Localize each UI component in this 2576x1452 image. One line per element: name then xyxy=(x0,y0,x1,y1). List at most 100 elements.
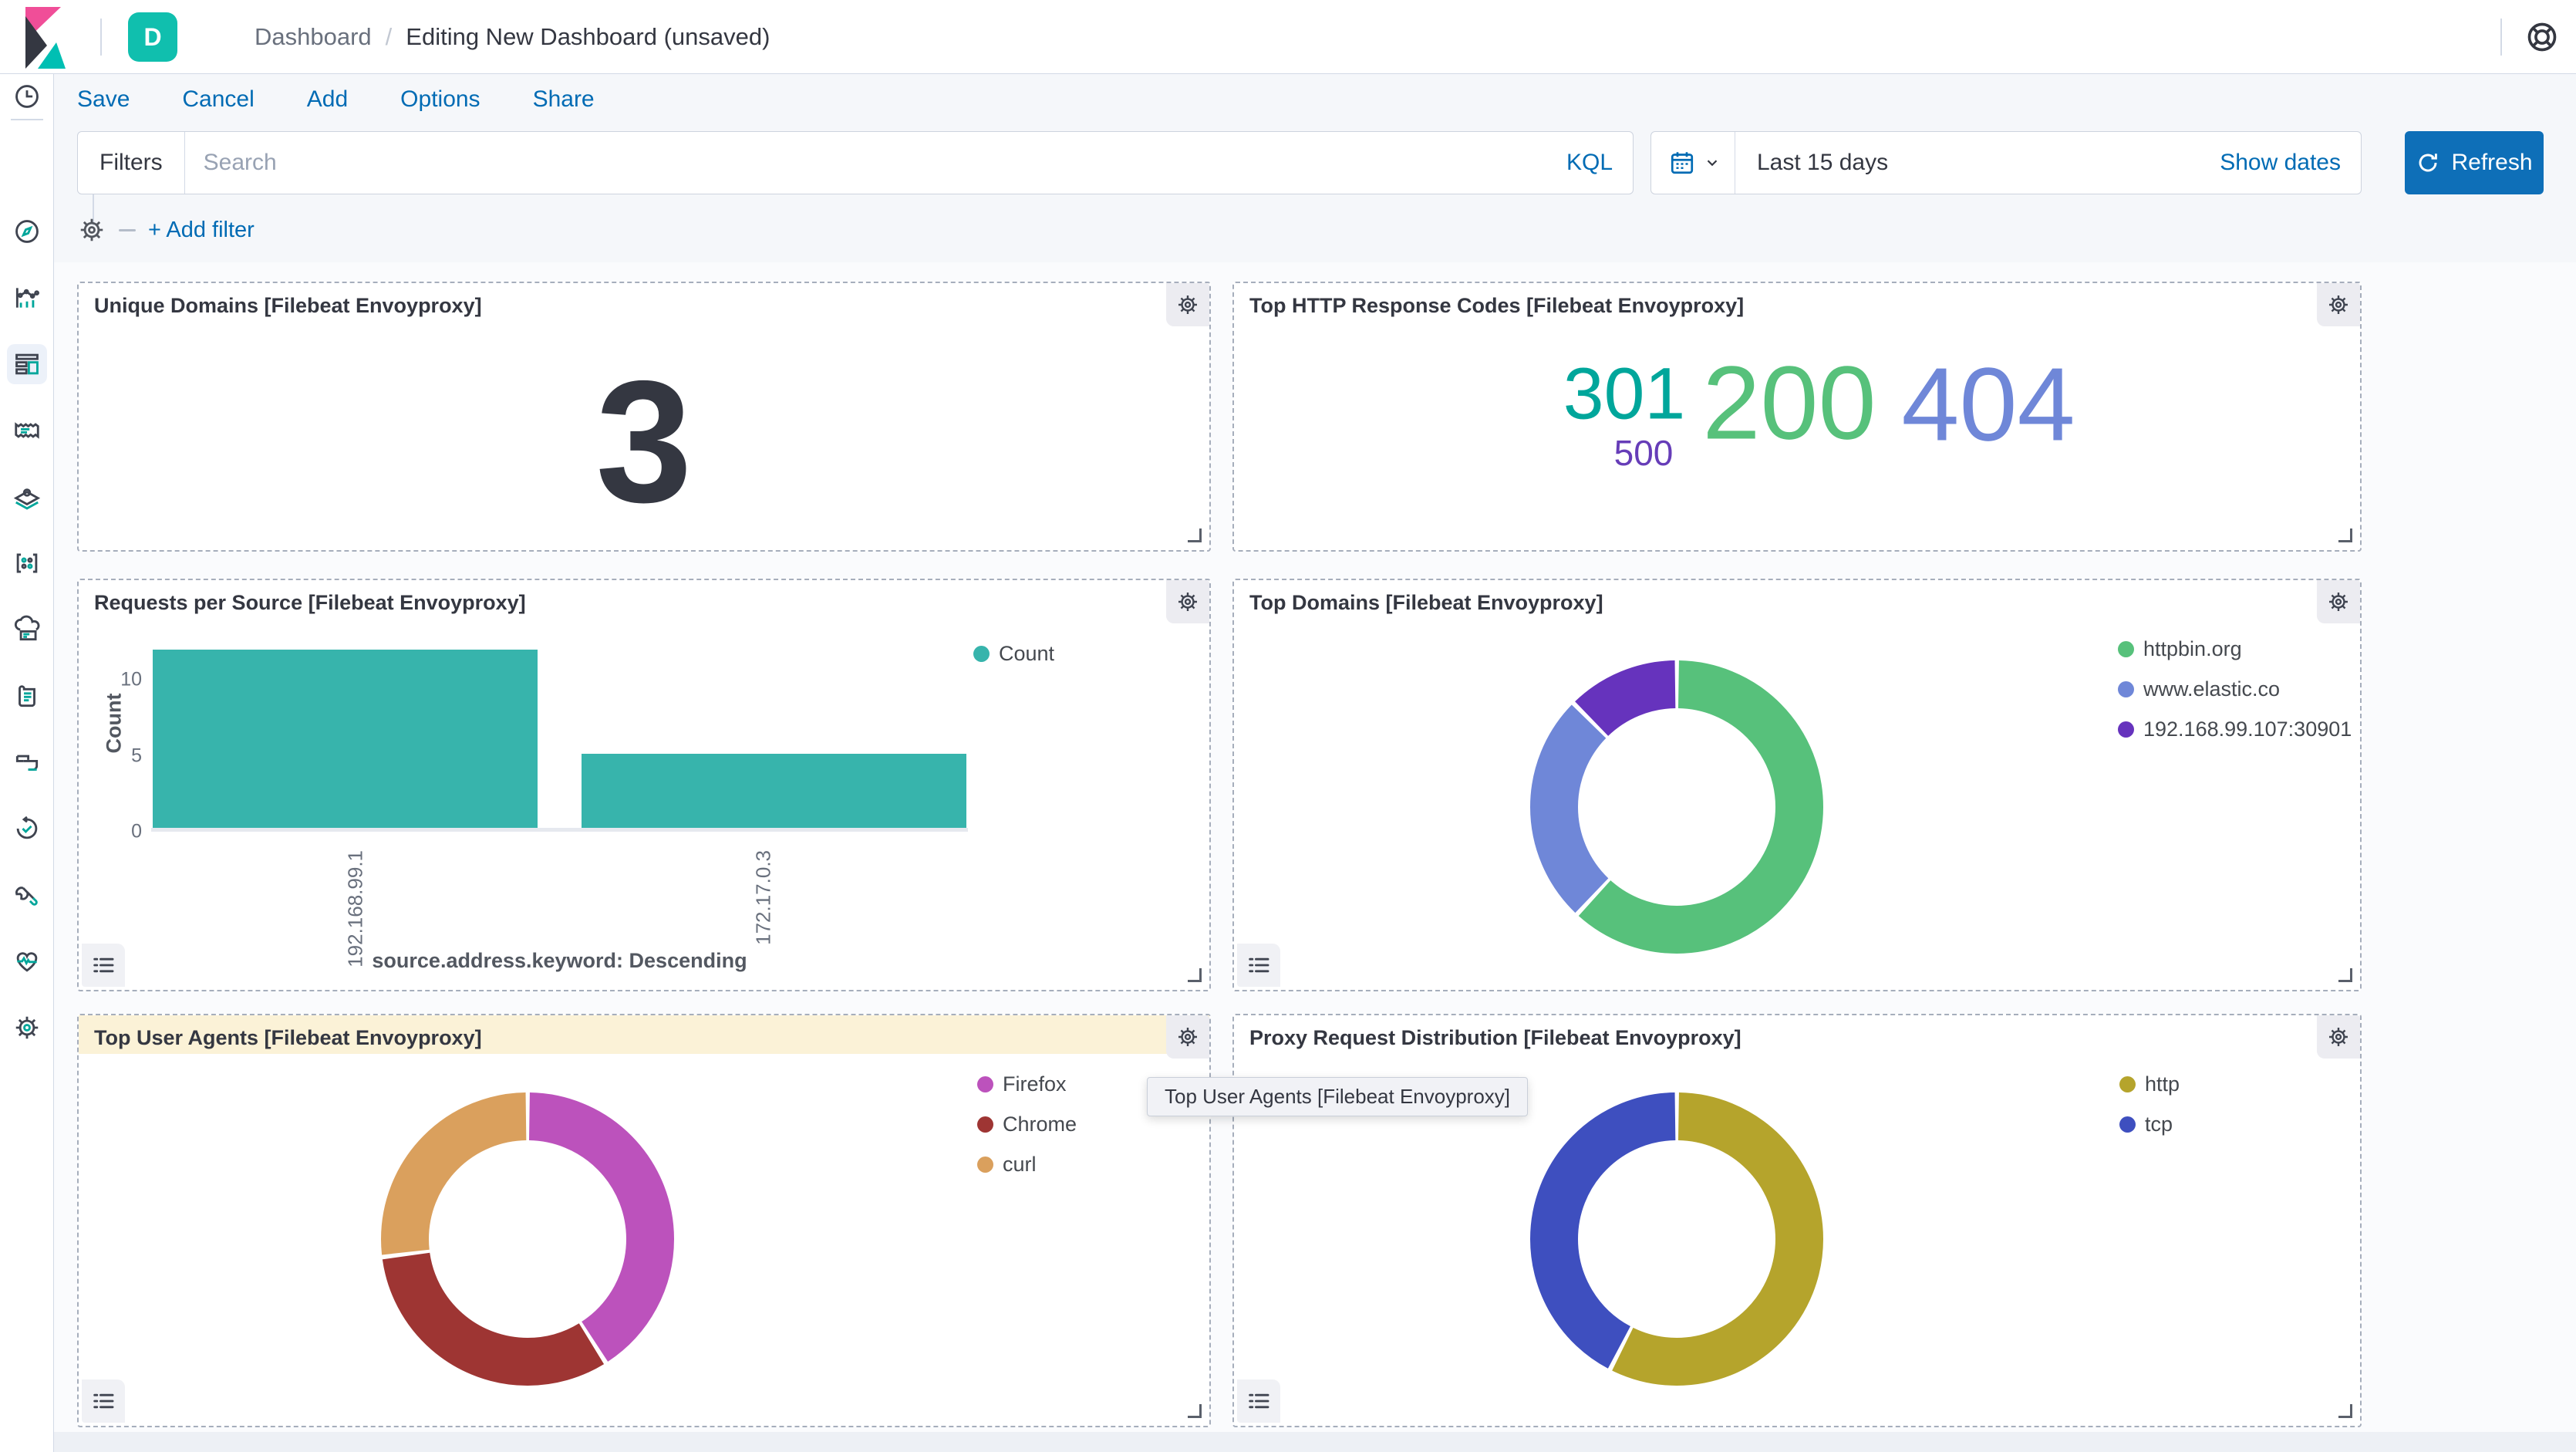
gear-icon xyxy=(2329,1028,2348,1046)
gear-icon xyxy=(2329,593,2348,611)
add-button[interactable]: Add xyxy=(306,86,349,112)
stack-monitoring-icon[interactable] xyxy=(7,941,47,981)
chevron-down-icon xyxy=(1707,160,1718,167)
bar-192.168.99.1[interactable] xyxy=(153,649,538,828)
header-divider-right xyxy=(2500,19,2502,56)
legend-item-Firefox[interactable]: Firefox xyxy=(977,1072,1077,1096)
cancel-button[interactable]: Cancel xyxy=(182,86,255,112)
breadcrumb-separator: / xyxy=(385,23,393,50)
donut-slice-httpbin.org[interactable] xyxy=(1530,660,1823,954)
panel-top-domains[interactable]: Top Domains [Filebeat Envoyproxy] httpbi… xyxy=(1232,579,2362,991)
donut-slice-http[interactable] xyxy=(1530,1092,1823,1386)
dev-tools-icon[interactable] xyxy=(7,875,47,915)
search-input[interactable] xyxy=(184,150,1546,176)
resize-handle[interactable] xyxy=(1188,528,1202,542)
gear-icon xyxy=(2329,295,2348,314)
x-axis-labels: 192.168.99.1 172.17.0.3 xyxy=(151,846,968,1000)
metric-value: 3 xyxy=(595,343,693,539)
donut-slice-tcp[interactable] xyxy=(1530,1092,1823,1386)
legend-toggle-button[interactable] xyxy=(1237,944,1280,987)
resize-handle[interactable] xyxy=(1188,968,1202,982)
panel-proxy-request-distribution[interactable]: Proxy Request Distribution [Filebeat Env… xyxy=(1232,1014,2362,1427)
panel-top-user-agents[interactable]: Top User Agents [Filebeat Envoyproxy] Fi… xyxy=(77,1014,1211,1427)
legend-item-www.elastic.co[interactable]: www.elastic.co xyxy=(2118,677,2352,701)
donut-chart-top-domains xyxy=(1530,660,1823,954)
resize-handle[interactable] xyxy=(2338,1404,2352,1418)
panel-options-button[interactable] xyxy=(2317,580,2360,623)
panel-options-button[interactable] xyxy=(1166,580,1209,623)
management-gear-icon[interactable] xyxy=(7,1008,47,1048)
filters-button[interactable]: Filters xyxy=(78,132,185,194)
panel-options-button[interactable] xyxy=(1166,1015,1209,1059)
legend-item-192.168.99.107:30901[interactable]: 192.168.99.107:30901 xyxy=(2118,718,2352,741)
kibana-logo-icon[interactable] xyxy=(15,7,76,73)
chart-legend: Count xyxy=(973,642,1054,666)
legend-item-curl[interactable]: curl xyxy=(977,1153,1077,1177)
bar-172.17.0.3[interactable] xyxy=(581,753,966,828)
panel-title: Top HTTP Response Codes [Filebeat Envoyp… xyxy=(1249,294,1745,317)
recently-viewed-clock-icon[interactable] xyxy=(7,76,47,116)
options-button[interactable]: Options xyxy=(400,86,480,112)
donut-slice-Firefox[interactable] xyxy=(381,1092,674,1386)
panel-requests-per-source[interactable]: Requests per Source [Filebeat Envoyproxy… xyxy=(77,579,1211,991)
nav-divider xyxy=(11,119,43,120)
help-lifebuoy-icon[interactable] xyxy=(2525,20,2559,58)
panel-drag-header[interactable] xyxy=(79,1015,1209,1054)
discover-compass-icon[interactable] xyxy=(7,211,47,252)
calendar-menu-button[interactable] xyxy=(1651,132,1735,194)
share-button[interactable]: Share xyxy=(532,86,595,112)
save-button[interactable]: Save xyxy=(77,86,130,112)
panel-options-button[interactable] xyxy=(2317,1015,2360,1059)
logs-icon[interactable] xyxy=(7,676,47,716)
panel-title: Unique Domains [Filebeat Envoyproxy] xyxy=(94,294,482,317)
donut-chart-top-user-agents xyxy=(381,1092,674,1386)
calendar-icon xyxy=(1671,152,1694,174)
legend-item-Count[interactable]: Count xyxy=(973,642,1054,666)
refresh-icon xyxy=(2419,154,2438,172)
legend-label: tcp xyxy=(2145,1113,2173,1136)
donut-slice-curl[interactable] xyxy=(381,1092,674,1386)
space-avatar[interactable]: D xyxy=(128,12,177,62)
tag-word-200[interactable]: 200 xyxy=(1702,344,1876,461)
filter-settings-gear-icon[interactable] xyxy=(77,215,106,245)
maps-icon[interactable] xyxy=(7,477,47,517)
show-dates-button[interactable]: Show dates xyxy=(2220,150,2341,175)
panel-options-button[interactable] xyxy=(1166,283,1209,326)
uptime-icon[interactable] xyxy=(7,809,47,849)
resize-handle[interactable] xyxy=(2338,528,2352,542)
panel-top-http-response-codes[interactable]: Top HTTP Response Codes [Filebeat Envoyp… xyxy=(1232,282,2362,552)
donut-slice-www.elastic.co[interactable] xyxy=(1530,660,1823,954)
metrics-icon[interactable] xyxy=(7,610,47,650)
resize-handle[interactable] xyxy=(2338,968,2352,982)
canvas-icon[interactable] xyxy=(7,410,47,451)
refresh-button[interactable]: Refresh xyxy=(2405,131,2544,194)
legend-toggle-button[interactable] xyxy=(1237,1379,1280,1423)
visualize-chart-icon[interactable] xyxy=(7,278,47,318)
kql-language-button[interactable]: KQL xyxy=(1566,150,1613,175)
add-filter-button[interactable]: + Add filter xyxy=(148,217,255,242)
apm-icon[interactable] xyxy=(7,742,47,782)
y-tick-5: 5 xyxy=(131,745,142,767)
panel-title-tooltip: Top User Agents [Filebeat Envoyproxy] xyxy=(1147,1077,1529,1116)
breadcrumb-dashboard[interactable]: Dashboard xyxy=(255,23,372,50)
tag-word-404[interactable]: 404 xyxy=(1901,346,2075,463)
legend-label: Chrome xyxy=(1003,1113,1077,1136)
time-range-value[interactable]: Last 15 days xyxy=(1757,150,1889,175)
dashboard-icon[interactable] xyxy=(7,344,47,384)
legend-item-httpbin.org[interactable]: httpbin.org xyxy=(2118,637,2352,661)
machine-learning-icon[interactable] xyxy=(7,543,47,583)
panel-unique-domains[interactable]: Unique Domains [Filebeat Envoyproxy] 3 xyxy=(77,282,1211,552)
list-icon xyxy=(1249,1393,1269,1409)
legend-item-http[interactable]: http xyxy=(2119,1072,2180,1096)
legend-item-tcp[interactable]: tcp xyxy=(2119,1113,2180,1136)
donut-slice-Chrome[interactable] xyxy=(381,1092,674,1386)
legend-toggle-button[interactable] xyxy=(82,944,125,987)
panel-options-button[interactable] xyxy=(2317,283,2360,326)
legend-toggle-button[interactable] xyxy=(82,1379,125,1423)
refresh-button-label: Refresh xyxy=(2451,150,2533,175)
add-filter-row: + Add filter xyxy=(77,211,255,248)
tag-word-500[interactable]: 500 xyxy=(1613,433,1674,473)
legend-item-Chrome[interactable]: Chrome xyxy=(977,1113,1077,1136)
tag-word-301[interactable]: 301 xyxy=(1563,353,1686,435)
resize-handle[interactable] xyxy=(1188,1404,1202,1418)
